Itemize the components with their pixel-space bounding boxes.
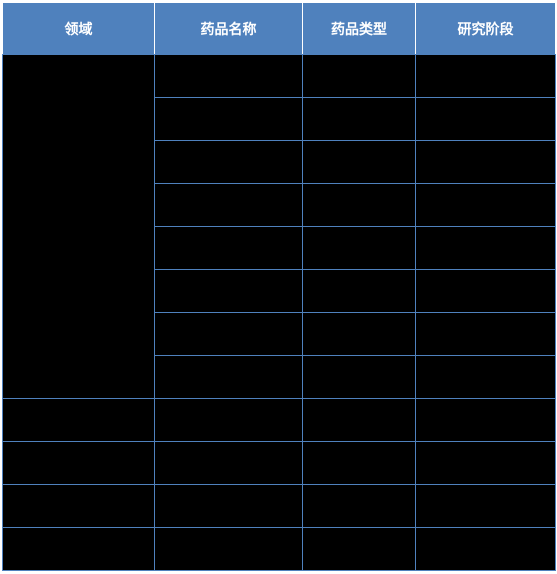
- cell-drug-name: [155, 485, 303, 528]
- cell-drug-type: [303, 55, 416, 98]
- cell-drug-name: [155, 270, 303, 313]
- table-row: [3, 485, 556, 528]
- cell-drug-type: [303, 313, 416, 356]
- cell-domain: [3, 442, 155, 485]
- table-row: [3, 55, 556, 98]
- cell-drug-type: [303, 442, 416, 485]
- cell-drug-type: [303, 98, 416, 141]
- cell-research-stage: [416, 55, 556, 98]
- cell-drug-name: [155, 227, 303, 270]
- column-header-drug-name: 药品名称: [155, 3, 303, 55]
- cell-research-stage: [416, 356, 556, 399]
- cell-drug-name: [155, 98, 303, 141]
- cell-drug-name: [155, 399, 303, 442]
- cell-research-stage: [416, 485, 556, 528]
- column-header-domain: 领域: [3, 3, 155, 55]
- cell-drug-type: [303, 184, 416, 227]
- cell-research-stage: [416, 270, 556, 313]
- column-header-drug-type: 药品类型: [303, 3, 416, 55]
- cell-drug-name: [155, 313, 303, 356]
- cell-drug-type: [303, 528, 416, 571]
- data-table-actual: 领域 药品名称 药品类型 研究阶段: [2, 2, 556, 571]
- column-header-research-stage: 研究阶段: [416, 3, 556, 55]
- cell-drug-type: [303, 227, 416, 270]
- cell-drug-name: [155, 141, 303, 184]
- table-body: [3, 55, 556, 571]
- cell-domain-merged: [3, 55, 155, 399]
- cell-drug-name: [155, 55, 303, 98]
- cell-research-stage: [416, 184, 556, 227]
- cell-drug-type: [303, 485, 416, 528]
- table-header-row: 领域 药品名称 药品类型 研究阶段: [3, 3, 556, 55]
- cell-research-stage: [416, 141, 556, 184]
- cell-research-stage: [416, 442, 556, 485]
- cell-research-stage: [416, 98, 556, 141]
- cell-research-stage: [416, 227, 556, 270]
- cell-research-stage: [416, 528, 556, 571]
- table-row: [3, 442, 556, 485]
- cell-domain: [3, 485, 155, 528]
- cell-drug-name: [155, 442, 303, 485]
- cell-drug-type: [303, 399, 416, 442]
- cell-domain: [3, 399, 155, 442]
- cell-drug-name: [155, 184, 303, 227]
- cell-drug-type: [303, 270, 416, 313]
- cell-drug-type: [303, 141, 416, 184]
- cell-research-stage: [416, 399, 556, 442]
- cell-drug-type: [303, 356, 416, 399]
- table-row: [3, 399, 556, 442]
- cell-domain: [3, 528, 155, 571]
- cell-research-stage: [416, 313, 556, 356]
- cell-drug-name: [155, 528, 303, 571]
- cell-drug-name: [155, 356, 303, 399]
- table-row: [3, 528, 556, 571]
